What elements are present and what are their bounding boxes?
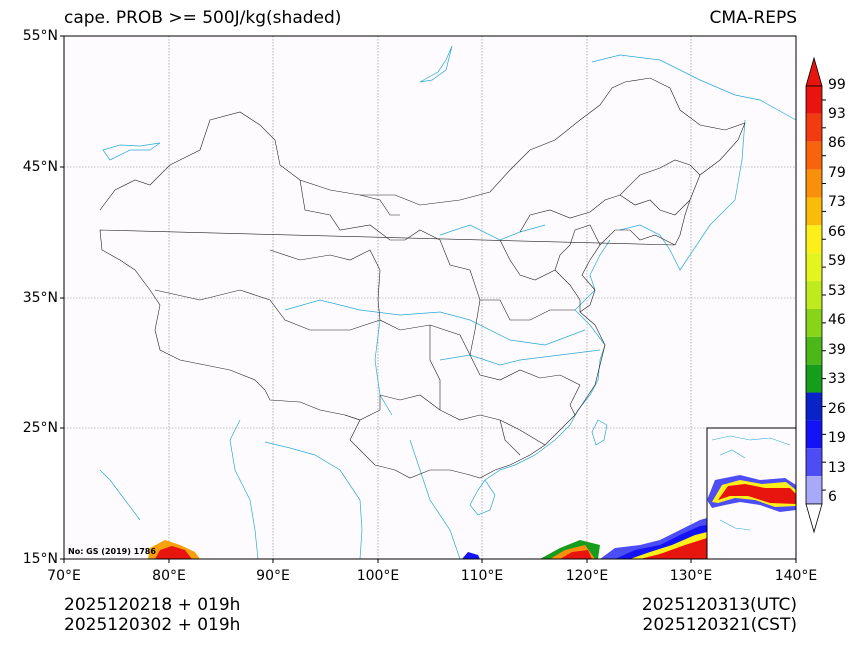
lon-label-110e: 110°E <box>452 568 512 584</box>
colorbar-segment <box>806 337 822 365</box>
colorbar-segment <box>806 420 822 448</box>
colorbar-label: 79 <box>828 165 846 181</box>
valid-time-utc: 2025120313(UTC) <box>642 595 797 615</box>
colorbar-label: 86 <box>828 135 846 151</box>
colorbar-label: 13 <box>828 460 846 476</box>
colorbar-label: 73 <box>828 194 846 210</box>
colorbar-label: 39 <box>828 342 846 358</box>
colorbar-segment <box>806 142 822 170</box>
lat-label-55n: 55°N <box>0 28 58 44</box>
colorbar-label: 46 <box>828 312 846 328</box>
colorbar-segment <box>806 448 822 476</box>
colorbar-segment <box>806 197 822 225</box>
lat-label-15n: 15°N <box>0 551 58 567</box>
lon-label-100e: 100°E <box>348 568 408 584</box>
south-china-sea-inset <box>707 428 796 559</box>
colorbar-segment <box>806 225 822 253</box>
colorbar-label: 59 <box>828 253 846 269</box>
model-name: CMA-REPS <box>709 8 797 28</box>
colorbar-label: 66 <box>828 224 846 240</box>
colorbar-segment <box>806 365 822 393</box>
lon-label-70e: 70°E <box>34 568 94 584</box>
colorbar-segment <box>806 253 822 281</box>
colorbar-label: 33 <box>828 371 846 387</box>
colorbar-segment <box>806 393 822 421</box>
init-time-cst: 2025120302 + 019h <box>64 615 240 635</box>
lat-label-45n: 45°N <box>0 159 58 175</box>
colorbar-ticks <box>822 100 826 490</box>
lon-label-140e: 140°E <box>766 568 826 584</box>
lon-label-130e: 130°E <box>661 568 721 584</box>
init-time-utc: 2025120218 + 019h <box>64 595 240 615</box>
colorbar-segments <box>806 86 822 504</box>
colorbar-under-arrow <box>806 504 822 532</box>
colorbar <box>806 58 826 532</box>
colorbar-segment <box>806 309 822 337</box>
colorbar-segment <box>806 86 822 114</box>
map-approval-number: No: GS (2019) 1786 <box>68 547 156 556</box>
colorbar-label: 99 <box>828 77 846 93</box>
colorbar-label: 26 <box>828 401 846 417</box>
colorbar-label: 19 <box>828 430 846 446</box>
lat-label-25n: 25°N <box>0 420 58 436</box>
lon-label-90e: 90°E <box>243 568 303 584</box>
lat-label-35n: 35°N <box>0 290 58 306</box>
chart-title: cape. PROB >= 500J/kg(shaded) <box>64 8 341 28</box>
lon-label-80e: 80°E <box>139 568 199 584</box>
colorbar-over-arrow <box>806 58 822 86</box>
lon-label-120e: 120°E <box>557 568 617 584</box>
valid-time-cst: 2025120321(CST) <box>643 615 797 635</box>
colorbar-label: 93 <box>828 106 846 122</box>
colorbar-label: 6 <box>828 489 837 505</box>
colorbar-label: 53 <box>828 283 846 299</box>
colorbar-segment <box>806 281 822 309</box>
colorbar-segment <box>806 476 822 504</box>
colorbar-segment <box>806 170 822 198</box>
colorbar-segment <box>806 114 822 142</box>
